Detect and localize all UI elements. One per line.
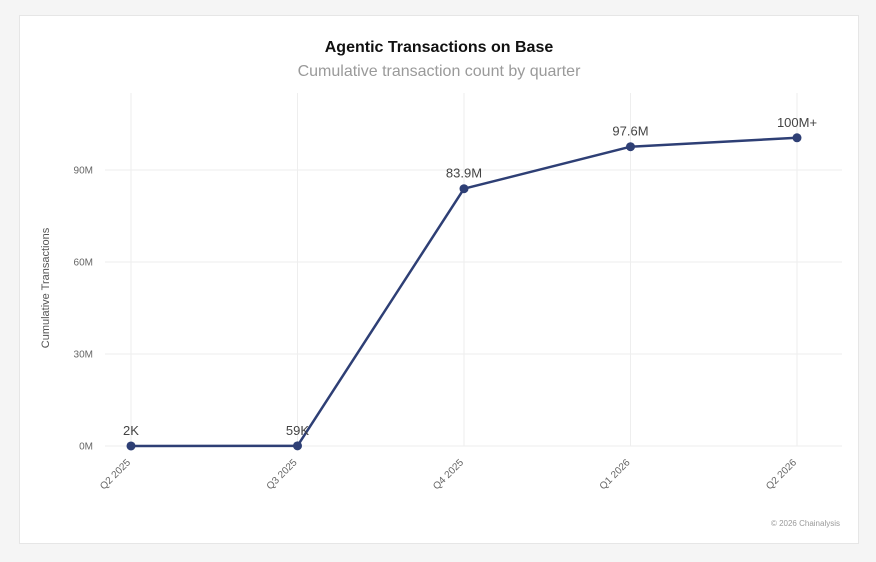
x-axis-ticks: Q2 2025 Q3 2025 Q4 2025 Q1 2026 Q2 2026 xyxy=(98,457,799,492)
y-tick-label: 0M xyxy=(79,442,93,453)
data-point xyxy=(126,441,136,451)
data-label: 97.6M xyxy=(612,124,648,139)
x-tick-label: Q1 2026 xyxy=(598,457,633,492)
chart-card: Agentic Transactions on Base Cumulative … xyxy=(19,15,859,544)
grid-lines xyxy=(105,93,842,447)
chart-subtitle: Cumulative transaction count by quarter xyxy=(297,63,581,80)
y-tick-label: 30M xyxy=(74,350,93,361)
data-point xyxy=(626,142,635,152)
data-label: 100M+ xyxy=(777,115,817,130)
copyright-footnote: © 2026 Chainalysis xyxy=(770,519,840,528)
x-tick-label: Q2 2025 xyxy=(98,457,133,492)
x-tick-label: Q3 2025 xyxy=(265,457,300,492)
data-label: 59K xyxy=(286,423,309,438)
chart-title: Agentic Transactions on Base xyxy=(324,39,554,56)
data-label: 2K xyxy=(123,423,139,438)
data-point xyxy=(459,184,469,194)
data-labels: 2K 59K 83.9M 97.6M 100M+ xyxy=(123,115,817,438)
data-label: 83.9M xyxy=(446,166,482,181)
data-point xyxy=(293,441,302,451)
y-tick-label: 90M xyxy=(74,166,93,177)
x-tick-label: Q4 2025 xyxy=(431,457,466,492)
y-tick-label: 60M xyxy=(74,258,93,269)
x-tick-label: Q2 2026 xyxy=(764,457,799,492)
data-points xyxy=(126,133,802,451)
y-axis-ticks: 0M 30M 60M 90M xyxy=(74,166,93,453)
data-point xyxy=(792,133,802,143)
